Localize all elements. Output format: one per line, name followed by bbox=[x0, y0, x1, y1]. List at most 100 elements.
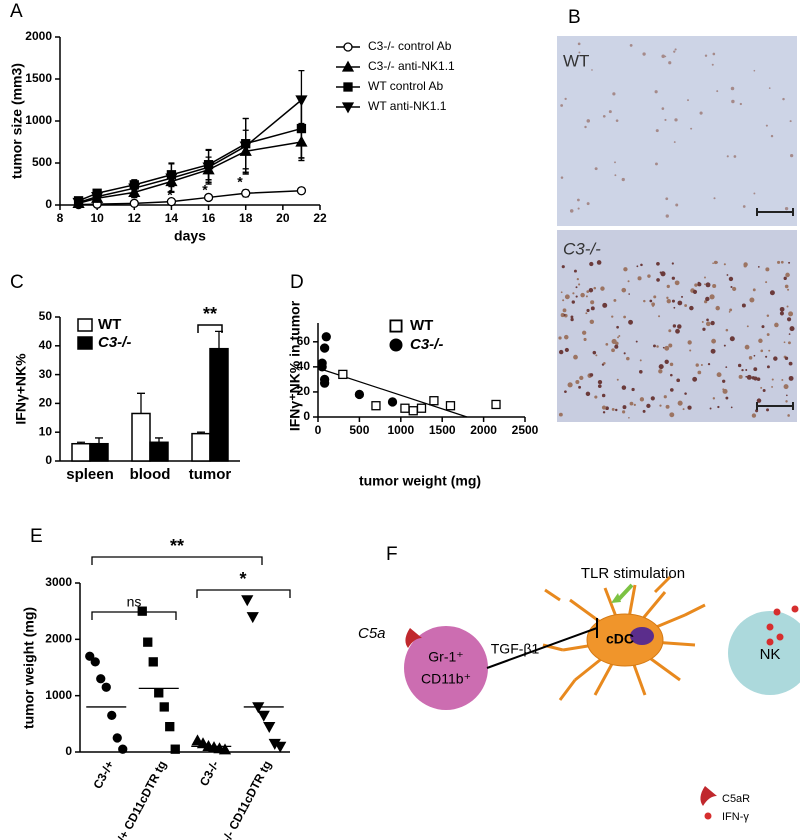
speck bbox=[586, 290, 590, 294]
speck bbox=[765, 281, 768, 284]
speck bbox=[699, 111, 703, 115]
legend-marker bbox=[389, 338, 403, 352]
speck bbox=[615, 408, 618, 412]
speck bbox=[564, 334, 569, 340]
x-tick-label: 12 bbox=[128, 211, 142, 225]
speck bbox=[600, 286, 605, 291]
speck bbox=[673, 306, 676, 309]
speck bbox=[729, 336, 735, 342]
speck bbox=[728, 311, 731, 313]
speck bbox=[711, 338, 716, 344]
speck bbox=[779, 311, 784, 316]
cdc-body bbox=[586, 613, 664, 667]
speck bbox=[707, 363, 711, 366]
marker bbox=[112, 733, 122, 743]
panel-label: A bbox=[10, 1, 23, 22]
cdc-nucleus bbox=[630, 627, 654, 645]
speck bbox=[665, 197, 669, 201]
error-bar bbox=[215, 330, 223, 349]
x-tick-label: C3-/+ CD11cDTR tg bbox=[106, 758, 170, 840]
speck bbox=[689, 349, 692, 352]
speck bbox=[628, 293, 630, 295]
panel-label: D bbox=[290, 272, 304, 293]
speck bbox=[596, 260, 602, 265]
speck bbox=[712, 262, 714, 265]
speck bbox=[694, 283, 698, 287]
marker bbox=[218, 743, 232, 755]
image-label: WT bbox=[563, 51, 589, 70]
marker bbox=[148, 657, 158, 667]
speck bbox=[705, 321, 711, 327]
speck bbox=[744, 344, 750, 350]
y-tick-label: 60 bbox=[297, 334, 311, 348]
speck bbox=[732, 286, 737, 292]
mdsc-label: Gr-1⁺ bbox=[428, 649, 463, 665]
speck bbox=[726, 274, 729, 276]
speck bbox=[780, 260, 784, 264]
speck bbox=[725, 396, 729, 400]
legend-ifn-icon bbox=[704, 812, 712, 820]
speck bbox=[739, 102, 742, 106]
speck bbox=[745, 375, 748, 378]
bar bbox=[191, 432, 211, 462]
y-tick-label: 40 bbox=[39, 338, 53, 352]
speck bbox=[670, 373, 673, 377]
speck bbox=[716, 90, 719, 93]
speck bbox=[766, 408, 770, 412]
legend-label: WT control Ab bbox=[368, 79, 443, 93]
speck bbox=[621, 385, 627, 390]
speck bbox=[704, 54, 708, 57]
stimulus-arrowhead bbox=[611, 593, 621, 603]
speck bbox=[605, 342, 609, 346]
speck bbox=[590, 306, 595, 311]
scale-bar bbox=[756, 208, 794, 216]
bar bbox=[209, 347, 229, 462]
x-axis-title: days bbox=[174, 228, 206, 244]
speck bbox=[782, 97, 785, 101]
legend-label: WT anti-NK1.1 bbox=[368, 99, 447, 113]
speck bbox=[671, 299, 675, 303]
speck bbox=[591, 69, 593, 71]
speck bbox=[677, 324, 682, 329]
speck bbox=[597, 384, 602, 389]
cdc-label: cDC bbox=[606, 631, 634, 647]
speck bbox=[584, 125, 587, 129]
y-tick-label: 1000 bbox=[45, 688, 72, 702]
speck bbox=[755, 409, 759, 413]
speck bbox=[623, 315, 626, 319]
speck bbox=[558, 336, 562, 340]
speck bbox=[586, 308, 590, 313]
speck bbox=[742, 205, 746, 208]
marker bbox=[319, 343, 330, 353]
marker bbox=[241, 188, 251, 198]
speck bbox=[786, 305, 789, 308]
speck bbox=[786, 394, 788, 397]
marker bbox=[96, 674, 106, 684]
legend-marker bbox=[343, 82, 353, 92]
speck bbox=[662, 346, 665, 349]
speck bbox=[749, 297, 755, 303]
speck bbox=[722, 388, 725, 391]
speck bbox=[581, 330, 587, 335]
speck bbox=[706, 318, 709, 322]
speck bbox=[637, 276, 642, 281]
x-tick-label: 8 bbox=[57, 211, 64, 225]
marker bbox=[191, 734, 204, 746]
speck bbox=[692, 289, 698, 294]
x-tick-label: 1000 bbox=[387, 423, 414, 437]
speck bbox=[746, 325, 749, 328]
speck bbox=[559, 349, 564, 355]
speck bbox=[647, 274, 651, 278]
speck bbox=[675, 328, 680, 334]
legend-label: C3-/- bbox=[98, 334, 131, 351]
significance-bracket bbox=[91, 556, 263, 565]
marker bbox=[317, 358, 327, 368]
y-axis-title: IFNγ⁺NK% in tumor bbox=[287, 300, 303, 431]
legend-marker bbox=[389, 319, 403, 333]
speck bbox=[748, 356, 753, 360]
speck bbox=[585, 312, 588, 315]
speck bbox=[580, 292, 585, 298]
speck bbox=[705, 296, 710, 302]
speck bbox=[669, 412, 675, 418]
speck bbox=[722, 379, 726, 383]
